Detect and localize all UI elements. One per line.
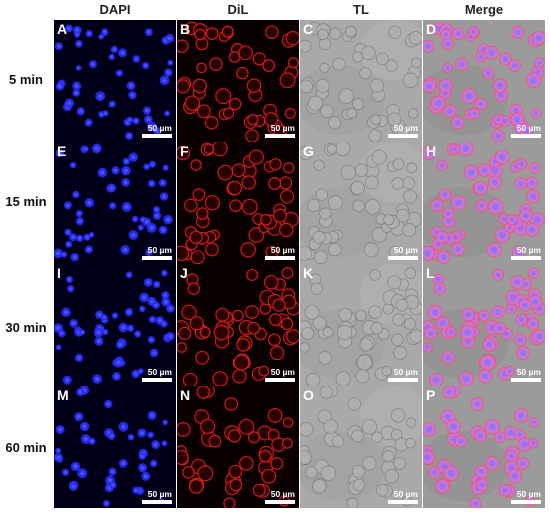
micrograph-panel-tl: C 50 µm xyxy=(300,20,422,142)
scale-bar-label: 50 µm xyxy=(516,245,541,255)
panel-letter: G xyxy=(303,143,314,159)
row-label-2: 30 min xyxy=(5,320,47,335)
panel-letter: C xyxy=(303,21,314,37)
scale-bar xyxy=(142,256,172,260)
panel-letter: E xyxy=(57,143,67,159)
panel-letter: L xyxy=(426,265,435,281)
scale-bar xyxy=(388,500,418,504)
micrograph-panel-dapi: I 50 µm xyxy=(54,264,176,386)
scale-bar xyxy=(265,134,295,138)
micrograph-panel-merge: H 50 µm xyxy=(423,142,545,264)
row-label-3: 60 min xyxy=(5,440,47,455)
panel-letter: O xyxy=(303,387,314,403)
scale-bar-label: 50 µm xyxy=(270,245,295,255)
panel-letter: J xyxy=(180,265,188,281)
panel-letter: A xyxy=(57,21,68,37)
micrograph-panel-merge: L 50 µm xyxy=(423,264,545,386)
scale-bar-label: 50 µm xyxy=(270,123,295,133)
micrograph-image xyxy=(423,20,545,142)
scale-bar xyxy=(511,500,541,504)
column-header-tl: TL xyxy=(353,2,369,17)
scale-bar-label: 50 µm xyxy=(147,489,172,499)
micrograph-image xyxy=(54,142,176,264)
scale-bar xyxy=(388,378,418,382)
scale-bar-label: 50 µm xyxy=(270,367,295,377)
scale-bar-label: 50 µm xyxy=(516,489,541,499)
scale-bar-label: 50 µm xyxy=(147,123,172,133)
scale-bar-label: 50 µm xyxy=(516,123,541,133)
micrograph-panel-dapi: M 50 µm xyxy=(54,386,176,508)
scale-bar-label: 50 µm xyxy=(147,245,172,255)
panel-letter: P xyxy=(426,387,436,403)
column-header-merge: Merge xyxy=(464,2,504,17)
scale-bar-label: 50 µm xyxy=(393,245,418,255)
micrograph-panel-tl: O 50 µm xyxy=(300,386,422,508)
micrograph-panel-merge: D 50 µm xyxy=(423,20,545,142)
micrograph-image xyxy=(177,264,299,386)
scale-bar xyxy=(511,378,541,382)
scale-bar xyxy=(388,256,418,260)
micrograph-panel-tl: K 50 µm xyxy=(300,264,422,386)
micrograph-image xyxy=(300,386,422,508)
scale-bar xyxy=(265,256,295,260)
micrograph-image xyxy=(300,20,422,142)
micrograph-image xyxy=(177,386,299,508)
micrograph-image xyxy=(54,264,176,386)
micrograph-image xyxy=(54,386,176,508)
micrograph-image xyxy=(177,142,299,264)
scale-bar-label: 50 µm xyxy=(516,367,541,377)
micrograph-panel-dil: F 50 µm xyxy=(177,142,299,264)
micrograph-panel-merge: P 50 µm xyxy=(423,386,545,508)
panel-letter: N xyxy=(180,387,191,403)
panel-letter: M xyxy=(57,387,69,403)
row-label-1: 15 min xyxy=(5,194,47,209)
panel-letter: I xyxy=(57,265,61,281)
panel-letter: H xyxy=(426,143,437,159)
scale-bar xyxy=(142,500,172,504)
scale-bar xyxy=(511,256,541,260)
micrograph-panel-dil: N 50 µm xyxy=(177,386,299,508)
micrograph-image xyxy=(300,264,422,386)
scale-bar-label: 50 µm xyxy=(270,489,295,499)
scale-bar xyxy=(142,134,172,138)
column-header-dapi: DAPI xyxy=(99,2,131,17)
micrograph-panel-dil: B 50 µm xyxy=(177,20,299,142)
scale-bar-label: 50 µm xyxy=(393,123,418,133)
panel-letter: K xyxy=(303,265,314,281)
scale-bar-label: 50 µm xyxy=(147,367,172,377)
micrograph-panel-dil: J 50 µm xyxy=(177,264,299,386)
panel-letter: B xyxy=(180,21,191,37)
micrograph-image xyxy=(300,142,422,264)
scale-bar xyxy=(388,134,418,138)
micrograph-panel-dapi: A 50 µm xyxy=(54,20,176,142)
panel-letter: D xyxy=(426,21,437,37)
row-label-0: 5 min xyxy=(9,72,43,87)
micrograph-image xyxy=(423,264,545,386)
column-header-dil: DiL xyxy=(227,2,249,17)
scale-bar-label: 50 µm xyxy=(393,367,418,377)
micrograph-image xyxy=(423,142,545,264)
scale-bar xyxy=(511,134,541,138)
panel-letter: F xyxy=(180,143,189,159)
micrograph-image xyxy=(177,20,299,142)
scale-bar xyxy=(142,378,172,382)
micrograph-image xyxy=(423,386,545,508)
micrograph-panel-dapi: E 50 µm xyxy=(54,142,176,264)
micrograph-panel-tl: G 50 µm xyxy=(300,142,422,264)
scale-bar xyxy=(265,500,295,504)
scale-bar-label: 50 µm xyxy=(393,489,418,499)
micrograph-image xyxy=(54,20,176,142)
scale-bar xyxy=(265,378,295,382)
